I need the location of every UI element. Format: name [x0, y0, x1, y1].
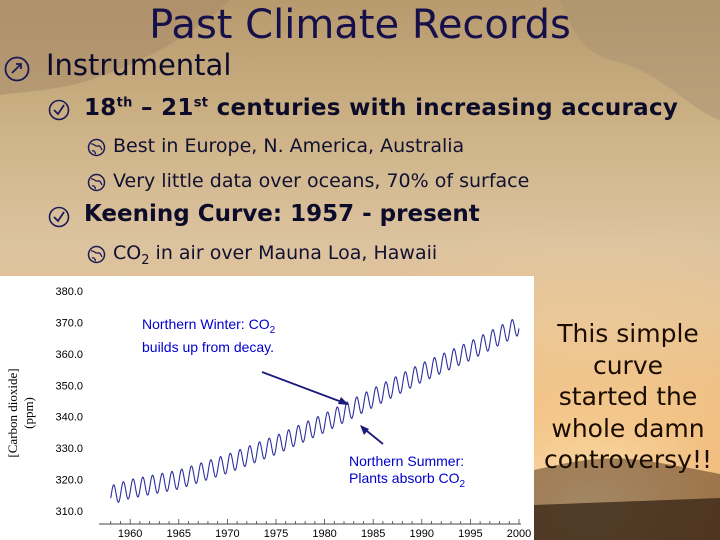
- y-axis: 310.0 320.0 330.0 340.0 350.0 360.0 370.0 380.0: [55, 286, 83, 518]
- globe-icon: [87, 245, 106, 264]
- y-tick-label: 320.0: [55, 475, 83, 487]
- sub-bullet-oceans: Very little data over oceans, 70% of sur…: [113, 170, 530, 192]
- y-tick-label: 310.0: [55, 506, 83, 518]
- summer-annotation: Northern Summer: Plants absorb CO2: [349, 453, 465, 493]
- y-tick-label: 370.0: [55, 317, 83, 329]
- globe-icon: [87, 138, 106, 157]
- globe-icon: [87, 173, 106, 192]
- x-tick-label: 1975: [264, 528, 288, 540]
- winter-text-line2: builds up from decay.: [142, 338, 275, 355]
- x-tick-label: 1990: [410, 528, 434, 540]
- y-tick-label: 350.0: [55, 380, 83, 392]
- y-axis-label-line1: [Carbon dioxide]: [5, 368, 20, 457]
- x-tick-label: 2000: [507, 528, 531, 540]
- summer-subscript: 2: [459, 478, 466, 490]
- x-tick-label: 1980: [312, 528, 336, 540]
- bullet-instrumental: Instrumental: [46, 48, 232, 82]
- centuries-rest: centuries with increasing accuracy: [208, 95, 679, 121]
- co2-rest: in air over Mauna Loa, Hawaii: [149, 242, 438, 264]
- callout-text: This simple curve started the whole damn…: [536, 318, 720, 476]
- winter-arrow: [261, 371, 348, 405]
- y-tick-label: 380.0: [55, 286, 83, 298]
- summer-text: Northern Summer:: [349, 453, 465, 469]
- bullet-centuries: 18th – 21st centuries with increasing ac…: [84, 95, 678, 121]
- sub-bullet-europe: Best in Europe, N. America, Australia: [113, 135, 465, 157]
- x-tick-label: 1970: [215, 528, 239, 540]
- winter-text: Northern Winter: CO: [142, 316, 270, 332]
- pointing-hand-icon: [4, 56, 30, 82]
- callout-line: This simple: [557, 319, 699, 348]
- callout-line: started the: [558, 382, 698, 411]
- summer-arrowhead: [360, 425, 369, 435]
- winter-annotation: Northern Winter: CO2 builds up from deca…: [142, 316, 275, 356]
- x-tick-label: 1965: [167, 528, 191, 540]
- y-tick-label: 340.0: [55, 412, 83, 424]
- winter-arrowhead: [338, 397, 349, 405]
- summer-text-line2: Plants absorb CO: [349, 470, 460, 486]
- co2-label: CO: [113, 242, 142, 264]
- bullet-keeling-curve: Keening Curve: 1957 - present: [84, 201, 480, 227]
- checkbox-icon: [48, 99, 70, 121]
- y-axis-label-line2: (ppm): [21, 397, 36, 429]
- callout-line: curve: [592, 350, 664, 380]
- callout-line: whole damn: [551, 413, 705, 443]
- centuries-sup-st: st: [193, 95, 209, 111]
- keeling-curve-chart: 310.0 320.0 330.0 340.0 350.0 360.0 370.0 380.0…: [0, 276, 534, 540]
- checkbox-icon: [48, 206, 70, 228]
- winter-subscript: 2: [269, 324, 276, 336]
- co2-series-line: [110, 319, 520, 503]
- centuries-dash: – 21: [132, 95, 194, 121]
- x-axis: 1960 1965 1970 1975 1980 1985 1990 1995 2000: [99, 519, 531, 540]
- callout-line: controversy!!: [543, 445, 713, 474]
- y-tick-label: 330.0: [55, 443, 83, 455]
- x-tick-label: 1985: [361, 528, 385, 540]
- co2-subscript: 2: [141, 252, 150, 268]
- sub-bullet-co2: CO2 in air over Mauna Loa, Hawaii: [113, 242, 437, 268]
- centuries-start: 18: [84, 95, 117, 121]
- x-tick-label: 1995: [458, 528, 482, 540]
- centuries-sup-th: th: [116, 95, 133, 111]
- page-title: Past Climate Records: [149, 2, 571, 48]
- x-tick-label: 1960: [118, 528, 142, 540]
- y-tick-label: 360.0: [55, 349, 83, 361]
